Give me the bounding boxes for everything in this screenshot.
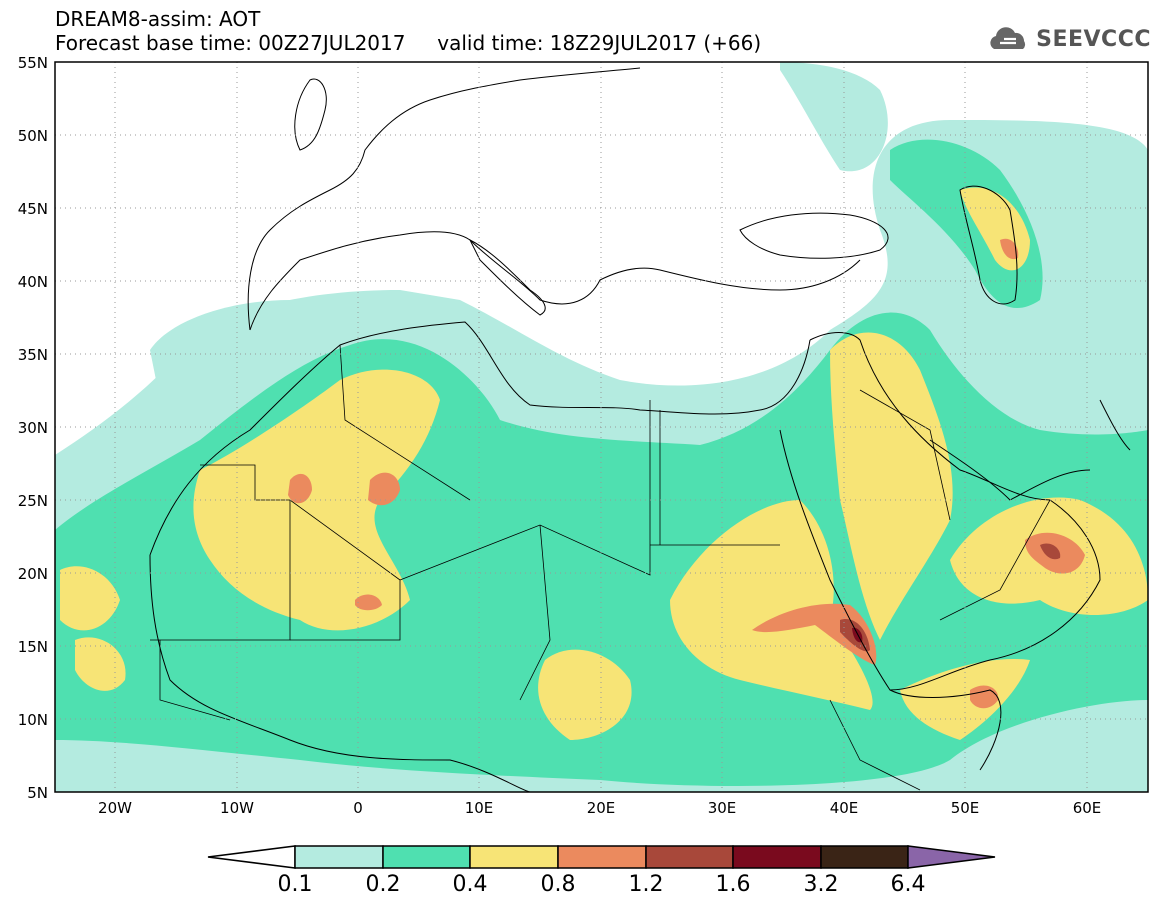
aot-band-0.4-horn [900,659,1030,740]
lon-label-60e: 60E [1072,799,1102,817]
colorbar [207,845,996,869]
colorbar-label-1.2: 1.2 [628,872,664,897]
cloud-logo-icon [990,27,1026,49]
border-9 [159,640,231,721]
border-11 [829,699,921,791]
border-10 [939,499,1051,621]
lat-label-5n: 5N [27,784,48,802]
coast-caspian [959,185,1018,305]
aot-band-0.4-sudan [670,500,873,710]
lon-label-50e: 50E [950,799,980,817]
aot-band-0.4-west [60,566,120,631]
lat-label-20n: 20N [17,565,48,583]
lon-label-0: 0 [353,799,363,817]
coast-europe-south [249,231,861,331]
lon-label-20w: 20W [98,799,132,817]
colorbar-cell-gt-6.4 [907,845,996,869]
lat-label-45n: 45N [17,200,48,218]
coast-black-sea [739,212,889,259]
colorbar-cell-1.6-3.2 [732,845,822,869]
map-title: DREAM8-assim: AOT [55,7,261,31]
lat-label-35n: 35N [17,346,48,364]
border-7 [859,389,951,521]
aot-band-0.4-chad [538,649,632,740]
aot-band-0.1-west [150,300,290,400]
lat-label-10n: 10N [17,711,48,729]
colorbar-cell-0.2-0.4 [382,845,471,869]
colorbar-label-1.6: 1.6 [715,872,751,897]
lon-label-30e: 30E [707,799,737,817]
plot-frame [54,61,1149,793]
lat-label-50n: 50N [17,127,48,145]
aot-band-0.4-sahara [193,369,440,631]
colorbar-label-0.4: 0.4 [452,872,488,897]
aot-band-0.8-caspian [1000,238,1019,260]
border-2 [339,344,471,501]
lon-label-10w: 10W [220,799,254,817]
aot-band-0.8-niger [355,594,382,611]
colorbar-cell-lt-0.1 [207,845,296,869]
colorbar-cell-0.4-0.8 [469,845,559,869]
colorbar-label-6.4: 6.4 [890,872,926,897]
coast-north-africa [149,321,811,556]
forecast-times: Forecast base time: 00Z27JUL2017 valid t… [55,31,762,55]
coast-europe-west [247,67,641,331]
border-3 [399,400,651,581]
colorbar-cell-1.2-1.6 [645,845,734,869]
colorbar-cell-0.8-1.2 [557,845,647,869]
aot-band-0.4-arabia [830,332,953,640]
lat-label-55n: 55N [17,54,48,72]
aot-fields [55,62,1148,792]
brand-logo: SEEVCCC [986,24,1151,54]
lon-label-40e: 40E [829,799,859,817]
colorbar-label-0.8: 0.8 [540,872,576,897]
aot-band-1.2-oman [1040,543,1061,560]
grid [55,62,1148,792]
coastlines [149,67,1131,792]
colorbar-label-0.2: 0.2 [365,872,401,897]
coast-red-sea [779,429,1002,771]
coast-uk [294,78,327,151]
coast-arabia [809,332,1101,691]
colorbar-cell-3.2-6.4 [820,845,909,869]
lat-label-40n: 40N [17,273,48,291]
coast-italy [468,238,546,316]
lat-label-25n: 25N [17,492,48,510]
border-8 [150,500,291,641]
colorbar-label-0.1: 0.1 [277,872,313,897]
aot-band-0.1-north [780,62,888,172]
coast-madagascar-area [1099,399,1131,451]
aot-band-0.8-mali [368,472,400,506]
colorbar-cell-0.1-0.2 [294,845,384,869]
coast-gulf [929,439,1091,501]
coast-west-africa [149,554,531,792]
colorbar-label-3.2: 3.2 [803,872,839,897]
aot-band-0.8-algeria [288,473,312,504]
aot-band-0.4-guinea [75,637,126,691]
brand-name: SEEVCCC [1036,26,1151,52]
lon-label-10e: 10E [464,799,494,817]
lat-label-30n: 30N [17,419,48,437]
lat-label-15n: 15N [17,638,48,656]
lon-label-20e: 20E [586,799,616,817]
border-5 [519,524,551,701]
